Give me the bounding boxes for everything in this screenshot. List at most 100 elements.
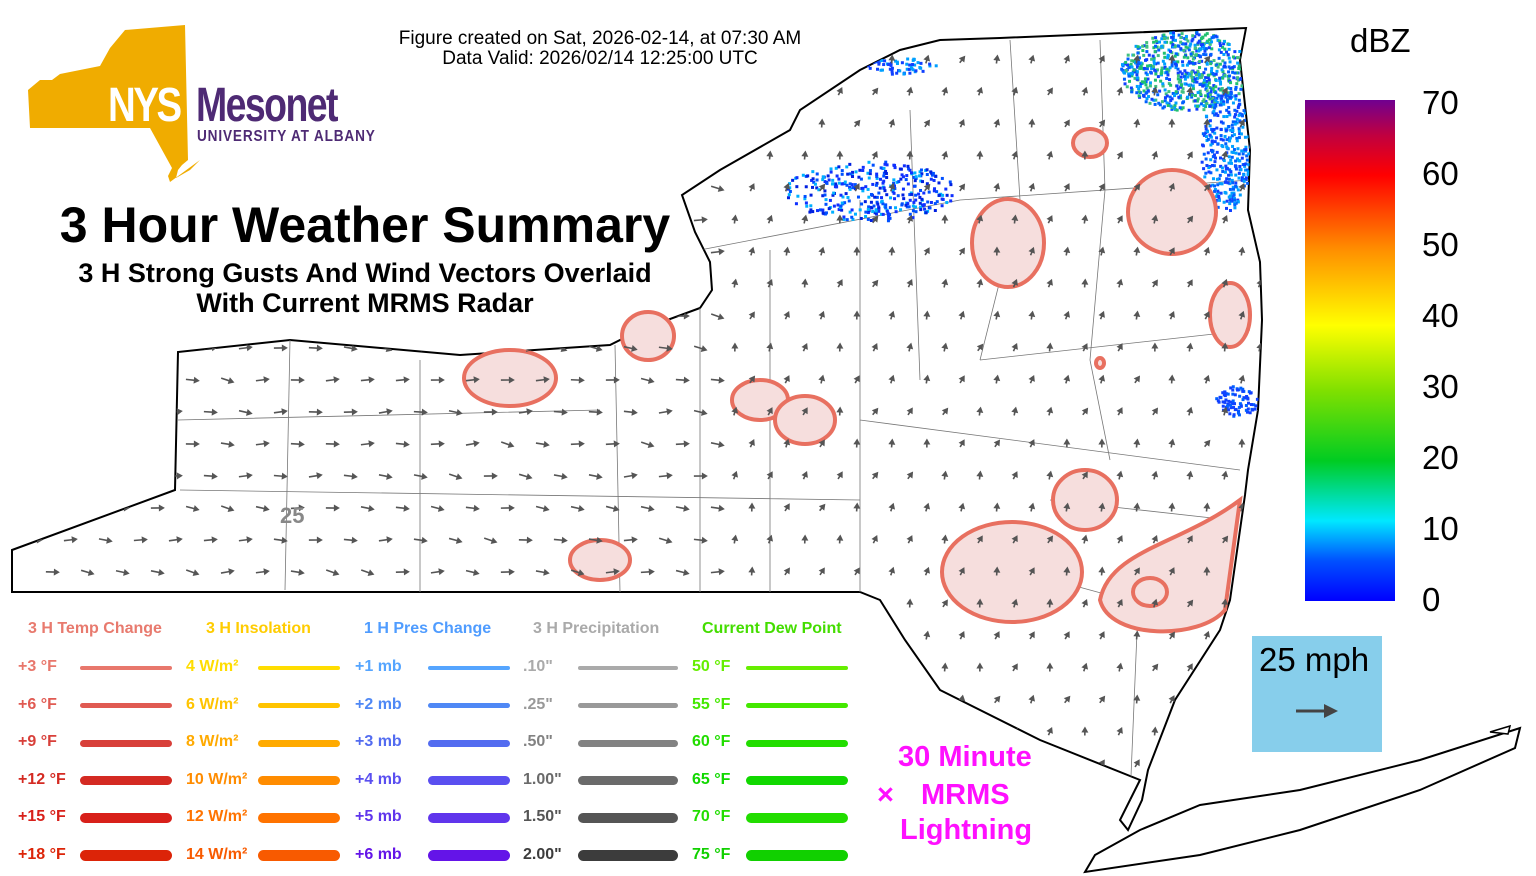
radar-pixel — [1181, 63, 1185, 67]
wind-arrow-icon — [273, 152, 288, 160]
radar-pixel — [1182, 75, 1186, 79]
wind-arrow-icon — [693, 216, 708, 224]
wind-arrow-icon — [976, 86, 983, 96]
radar-pixel — [1168, 66, 1172, 70]
radar-pixel — [1231, 101, 1235, 105]
radar-pixel — [1211, 72, 1215, 76]
radar-pixel — [1231, 151, 1235, 155]
radar-pixel — [1234, 184, 1238, 188]
wind-arrow-icon — [623, 88, 638, 96]
data-valid: Data Valid: 2026/02/14 12:25:00 UTC — [442, 48, 758, 69]
wind-arrow-icon — [993, 54, 1001, 64]
wind-arrow-icon — [185, 56, 200, 64]
radar-pixel — [1170, 64, 1174, 68]
radar-pixel — [1168, 95, 1172, 99]
wind-arrow-icon — [553, 792, 568, 800]
wind-arrow-icon — [1011, 278, 1018, 288]
wind-arrow-icon — [675, 504, 690, 512]
radar-pixel — [1225, 50, 1229, 54]
legend-item-label: 4 W/m² — [186, 658, 239, 675]
radar-pixel — [1122, 77, 1126, 81]
legend-item-label: 70 °F — [692, 808, 731, 825]
radar-pixel — [1212, 109, 1216, 113]
radar-pixel — [869, 200, 873, 204]
radar-pixel — [1221, 76, 1225, 80]
logo — [28, 25, 200, 182]
wind-arrow-icon — [906, 86, 914, 96]
radar-pixel — [1222, 100, 1226, 104]
wind-arrow-icon — [500, 441, 515, 448]
radar-pixel — [1227, 43, 1231, 47]
radar-pixel — [1222, 52, 1226, 56]
wind-arrow-icon — [150, 504, 165, 512]
radar-pixel — [1123, 62, 1127, 66]
legend-item-swatch — [80, 739, 172, 747]
radar-pixel — [1160, 44, 1164, 48]
wind-arrow-icon — [1151, 86, 1159, 96]
wind-arrow-icon — [958, 631, 965, 640]
wind-arrow-icon — [731, 406, 739, 416]
wind-arrow-icon — [308, 728, 323, 736]
radar-pixel — [1208, 104, 1212, 108]
gust-area — [1051, 468, 1119, 532]
radar-pixel — [885, 209, 889, 213]
wind-arrow-icon — [1168, 374, 1176, 384]
wind-arrow-icon — [185, 760, 200, 768]
legend-item-swatch — [428, 702, 510, 709]
radar-pixel — [1186, 46, 1190, 50]
radar-pixel — [913, 171, 917, 175]
radar-pixel — [1166, 73, 1170, 77]
wind-arrow-icon — [360, 504, 375, 512]
radar-pixel — [1214, 104, 1218, 108]
radar-pixel — [1232, 133, 1236, 137]
radar-pixel — [1196, 104, 1200, 108]
gust-area — [1208, 281, 1252, 349]
wind-arrow-icon — [693, 536, 708, 544]
radar-pixel — [1231, 181, 1235, 185]
radar-pixel — [1169, 41, 1173, 45]
wind-arrow-icon — [1186, 663, 1193, 672]
wind-arrow-icon — [500, 568, 515, 576]
radar-pixel — [1183, 36, 1187, 40]
radar-pixel — [870, 206, 874, 210]
radar-pixel — [1230, 191, 1234, 195]
radar-pixel — [1244, 148, 1248, 152]
radar-pixel — [1239, 168, 1243, 172]
radar-echoes — [785, 31, 1259, 418]
wind-arrow-icon — [535, 568, 550, 576]
radar-pixel — [1204, 67, 1208, 71]
radar-pixel — [1201, 43, 1205, 47]
radar-pixel — [843, 182, 847, 186]
radar-pixel — [1200, 74, 1204, 78]
radar-pixel — [884, 203, 888, 207]
radar-pixel — [1218, 182, 1222, 186]
wind-arrow-icon — [115, 761, 130, 768]
radar-pixel — [1204, 85, 1208, 89]
wind-arrow-icon — [1046, 726, 1053, 736]
radar-pixel — [1163, 99, 1167, 103]
wind-arrow-icon — [150, 376, 165, 384]
wind-arrow-icon — [1081, 598, 1088, 608]
wind-arrow-icon — [360, 569, 375, 576]
radar-pixel — [1240, 149, 1244, 153]
wind-arrow-icon — [28, 409, 43, 416]
wind-arrow-icon — [185, 184, 200, 192]
radar-pixel — [1145, 45, 1149, 49]
radar-pixel — [1205, 89, 1209, 93]
radar-pixel — [909, 65, 913, 69]
legend-item-swatch — [258, 813, 340, 823]
radar-pixel — [1220, 166, 1224, 170]
radar-pixel — [1226, 392, 1230, 396]
legend-item-label: +6 °F — [18, 695, 57, 713]
wind-arrow-icon — [941, 470, 949, 480]
radar-pixel — [868, 172, 872, 176]
wind-arrow-icon — [115, 376, 130, 384]
radar-pixel — [1230, 155, 1234, 159]
radar-pixel — [914, 198, 918, 202]
radar-pixel — [1203, 33, 1207, 37]
radar-pixel — [1214, 78, 1218, 82]
wind-arrow-icon — [63, 793, 78, 800]
radar-pixel — [1224, 142, 1228, 146]
wind-arrow-icon — [640, 184, 655, 192]
radar-pixel — [803, 197, 807, 201]
